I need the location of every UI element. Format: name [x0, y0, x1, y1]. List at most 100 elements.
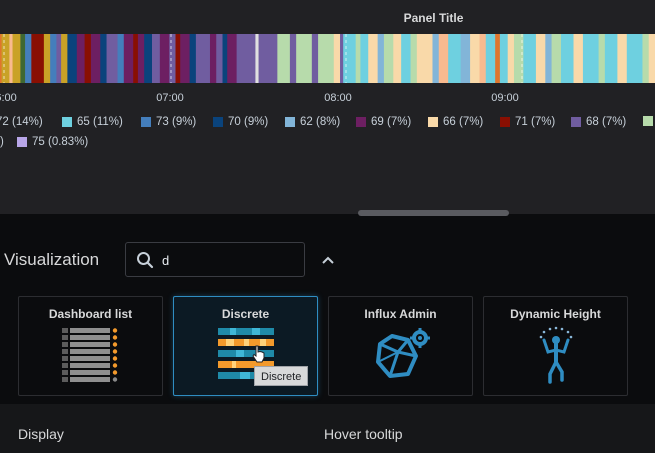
timeline-segment[interactable] — [499, 34, 509, 83]
timeline-segment[interactable] — [545, 34, 553, 83]
timeline-segment[interactable] — [438, 34, 449, 83]
timeline-segment[interactable] — [318, 34, 335, 83]
timeline-segment[interactable] — [355, 34, 361, 83]
timeline-segment[interactable] — [56, 34, 62, 83]
timeline-segment[interactable] — [485, 34, 496, 83]
timeline-segment[interactable] — [31, 34, 45, 83]
legend-item[interactable]: 66 (7%) — [428, 116, 483, 128]
timeline-segment[interactable] — [448, 34, 462, 83]
legend-item[interactable]: ) — [0, 136, 4, 148]
timeline-segment[interactable] — [76, 34, 86, 83]
timeline-segment[interactable] — [227, 34, 238, 83]
timeline-segment[interactable] — [180, 34, 191, 83]
timeline-segment[interactable] — [626, 34, 643, 83]
timeline-segment[interactable] — [573, 34, 584, 83]
timeline-segment[interactable] — [513, 34, 524, 83]
timeline-segment[interactable] — [236, 34, 256, 83]
timeline-segment[interactable] — [25, 34, 32, 83]
timeline-segment[interactable] — [333, 34, 341, 83]
timeline-segment[interactable] — [507, 34, 515, 83]
timeline-segment[interactable] — [189, 34, 197, 83]
timeline-segment[interactable] — [479, 34, 487, 83]
timeline-segment[interactable] — [460, 34, 471, 83]
timeline-segment[interactable] — [255, 34, 260, 83]
legend-item[interactable]: 65 (11%) — [62, 116, 123, 128]
legend-item[interactable]: 70 (9%) — [213, 116, 268, 128]
legend-item[interactable]: 68 (7%) — [571, 116, 626, 128]
timeline-segment[interactable] — [0, 34, 3, 83]
legend-item[interactable]: 75 (0.83%) — [17, 136, 88, 148]
timeline-segment[interactable] — [470, 34, 480, 83]
timeline-segment[interactable] — [216, 34, 224, 83]
card-influx-admin[interactable]: Influx Admin — [328, 296, 473, 396]
timeline-segment[interactable] — [360, 34, 369, 83]
timeline-segment[interactable] — [9, 34, 14, 83]
timeline-segment[interactable] — [432, 34, 440, 83]
card-discrete[interactable]: Discrete — [173, 296, 318, 396]
card-dashboard-list[interactable]: Dashboard list — [18, 296, 163, 396]
timeline-segment[interactable] — [117, 34, 125, 83]
timeline-segment[interactable] — [296, 34, 313, 83]
timeline-segment[interactable] — [393, 34, 402, 83]
panel-title[interactable]: Panel Title — [403, 11, 464, 25]
legend-item[interactable]: 69 (7%) — [356, 116, 411, 128]
timeline-segment[interactable] — [551, 34, 562, 83]
panel-header[interactable]: Panel Title — [0, 0, 655, 34]
timeline-segment[interactable] — [377, 34, 385, 83]
timeline-segment[interactable] — [410, 34, 418, 83]
timeline-segment[interactable] — [100, 34, 108, 83]
timeline-segment[interactable] — [598, 34, 606, 83]
timeline-segment[interactable] — [106, 34, 119, 83]
timeline-segment[interactable] — [401, 34, 412, 83]
timeline-segment[interactable] — [50, 34, 57, 83]
search-input[interactable] — [162, 251, 292, 269]
legend-item[interactable] — [643, 116, 655, 126]
timeline-segment[interactable] — [289, 34, 297, 83]
timeline-segment[interactable] — [123, 34, 134, 83]
timeline-segment[interactable] — [175, 34, 181, 83]
search-box[interactable] — [125, 242, 305, 277]
timeline-segment[interactable] — [151, 34, 161, 83]
timeline-segment[interactable] — [277, 34, 291, 83]
timeline-segment[interactable] — [43, 34, 51, 83]
timeline-segment[interactable] — [159, 34, 170, 83]
card-dynamic-height[interactable]: Dynamic Height — [483, 296, 628, 396]
timeline-segment[interactable] — [368, 34, 379, 83]
timeline-segment[interactable] — [582, 34, 600, 83]
timeline-segment[interactable] — [642, 34, 650, 83]
timeline-segment[interactable] — [20, 34, 26, 83]
timeline-segment[interactable] — [495, 34, 501, 83]
timeline-segment[interactable] — [343, 34, 357, 83]
timeline-segment[interactable] — [311, 34, 319, 83]
timeline-segment[interactable] — [523, 34, 537, 83]
legend-item[interactable]: 73 (9%) — [141, 116, 196, 128]
timeline-segment[interactable] — [617, 34, 628, 83]
timeline-segment[interactable] — [258, 34, 278, 83]
timeline-segment[interactable] — [195, 34, 211, 83]
timeline-segment[interactable] — [383, 34, 394, 83]
timeline-segment[interactable] — [1, 34, 10, 83]
timeline-segment[interactable] — [222, 34, 228, 83]
timeline-segment[interactable] — [144, 34, 153, 83]
discrete-timeline[interactable] — [0, 34, 655, 83]
timeline-segment[interactable] — [84, 34, 92, 83]
timeline-segment[interactable] — [604, 34, 618, 83]
timeline-segment[interactable] — [169, 34, 177, 83]
timeline-segment[interactable] — [12, 34, 21, 83]
timeline-segment[interactable] — [535, 34, 546, 83]
timeline-segment[interactable] — [340, 34, 344, 83]
timeline-segment[interactable] — [137, 34, 145, 83]
timeline-segment[interactable] — [67, 34, 78, 83]
horizontal-scrollbar[interactable] — [358, 210, 509, 216]
timeline-segment[interactable] — [209, 34, 217, 83]
timeline-segment[interactable] — [416, 34, 433, 83]
timeline-segment[interactable] — [648, 34, 655, 83]
legend-item[interactable]: 72 (14%) — [0, 116, 43, 128]
chevron-up-icon[interactable] — [318, 250, 338, 270]
legend-item[interactable]: 71 (7%) — [500, 116, 555, 128]
legend-item[interactable]: 62 (8%) — [285, 116, 340, 128]
timeline-segment[interactable] — [560, 34, 575, 83]
timeline-segment[interactable] — [133, 34, 139, 83]
timeline-segment[interactable] — [61, 34, 68, 83]
timeline-segment[interactable] — [90, 34, 101, 83]
